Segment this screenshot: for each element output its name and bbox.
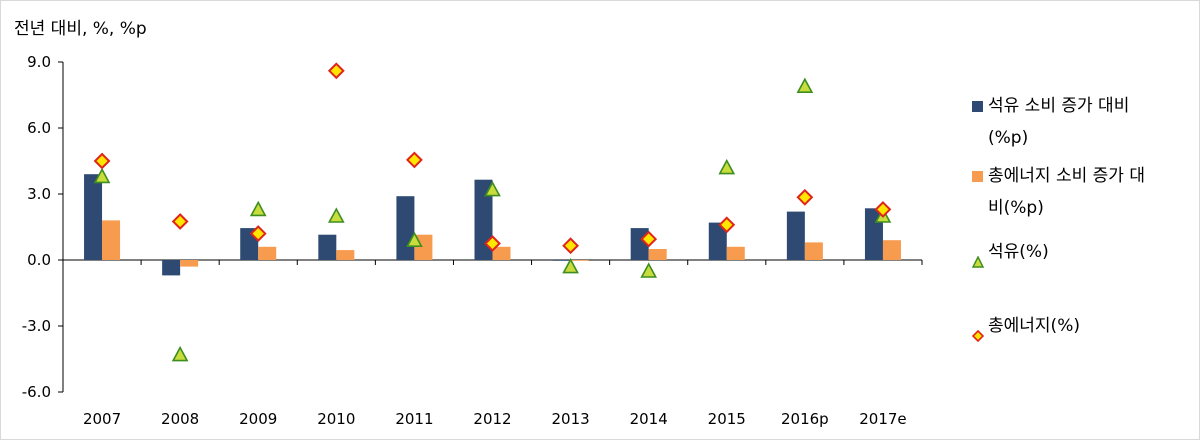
bar: [318, 234, 337, 260]
triangle-marker: [796, 77, 814, 93]
x-tick-label: 2014: [630, 410, 668, 428]
diamond-marker: [718, 216, 736, 234]
legend-item-oil-bar: 석유 소비 증가 대비(%p): [972, 90, 1192, 160]
legend-swatch-total-energy-bar: [972, 171, 983, 182]
bar: [162, 260, 181, 276]
diamond-marker: [93, 152, 111, 170]
triangle-marker: [327, 207, 345, 223]
diamond-marker: [562, 237, 580, 255]
x-tick-label: 2015: [708, 410, 746, 428]
triangle-marker: [562, 257, 579, 274]
bar: [336, 250, 355, 260]
x-tick-label: 2012: [473, 410, 511, 428]
triangle-icon: [971, 247, 985, 268]
diamond-marker: [171, 213, 189, 230]
bar: [648, 249, 667, 260]
diamond-marker: [405, 151, 423, 169]
bar: [708, 222, 727, 260]
y-tick-label: 3.0: [27, 185, 51, 203]
x-tick-label: 2016p: [781, 410, 829, 428]
x-tick-label: 2009: [239, 410, 277, 428]
y-tick-label: 6.0: [27, 119, 51, 137]
diamond-marker: [874, 200, 892, 218]
bar: [552, 260, 571, 261]
diamond-marker: [327, 62, 345, 80]
y-tick-label: 0.0: [27, 251, 51, 269]
legend-label: 석유 소비 증가 대비(%p): [988, 96, 1130, 148]
triangle-marker: [640, 262, 658, 278]
triangle-marker: [171, 345, 189, 362]
legend-label: 총에너지 소비 증가 대비(%p): [988, 166, 1145, 218]
triangle-marker: [249, 200, 267, 217]
bar: [570, 260, 589, 261]
diamond-marker: [484, 235, 501, 252]
unit-label: 전년 대비, %, %p: [14, 19, 147, 39]
y-tick-label: -3.0: [22, 317, 51, 335]
bar: [882, 240, 901, 260]
x-tick-label: 2007: [83, 410, 121, 428]
legend-label: 총에너지(%): [988, 316, 1080, 336]
legend-item-oil-marker: 석유(%): [971, 236, 1192, 310]
legend-label: 석유(%): [988, 242, 1049, 262]
triangle-marker: [406, 231, 423, 247]
x-tick-label: 2013: [551, 410, 589, 428]
legend-swatch-oil-bar: [972, 101, 983, 112]
x-tick-label: 2017e: [859, 410, 906, 428]
bar: [804, 242, 823, 260]
triangle-marker: [93, 167, 111, 184]
x-tick-label: 2010: [317, 410, 355, 428]
bar: [786, 211, 805, 260]
x-tick-label: 2011: [395, 410, 433, 428]
bar: [84, 174, 103, 260]
bar: [180, 260, 199, 267]
bar: [258, 246, 277, 260]
legend: 석유 소비 증가 대비(%p) 총에너지 소비 증가 대비(%p) 석유(%) …: [971, 90, 1192, 350]
triangle-marker: [718, 158, 736, 175]
x-tick-label: 2008: [161, 410, 199, 428]
chart-plot: 9.0 6.0 3.0 0.0 -3.0 -6.0 2007 2008 2009 2010 2011…: [22, 53, 923, 428]
diamond-icon: [971, 321, 985, 343]
bar: [492, 246, 511, 260]
legend-item-total-energy-marker: 총에너지(%): [971, 310, 1192, 350]
y-tick-label: 9.0: [27, 53, 51, 71]
legend-item-total-energy-bar: 총에너지 소비 증가 대비(%p): [972, 160, 1192, 236]
triangle-marker: [484, 180, 501, 197]
diamond-marker: [249, 225, 267, 243]
bar: [102, 220, 121, 260]
diamond-marker: [640, 230, 658, 248]
bar: [726, 246, 745, 260]
bar: [396, 196, 415, 260]
y-tick-label: -6.0: [22, 383, 51, 401]
diamond-marker: [796, 188, 814, 206]
